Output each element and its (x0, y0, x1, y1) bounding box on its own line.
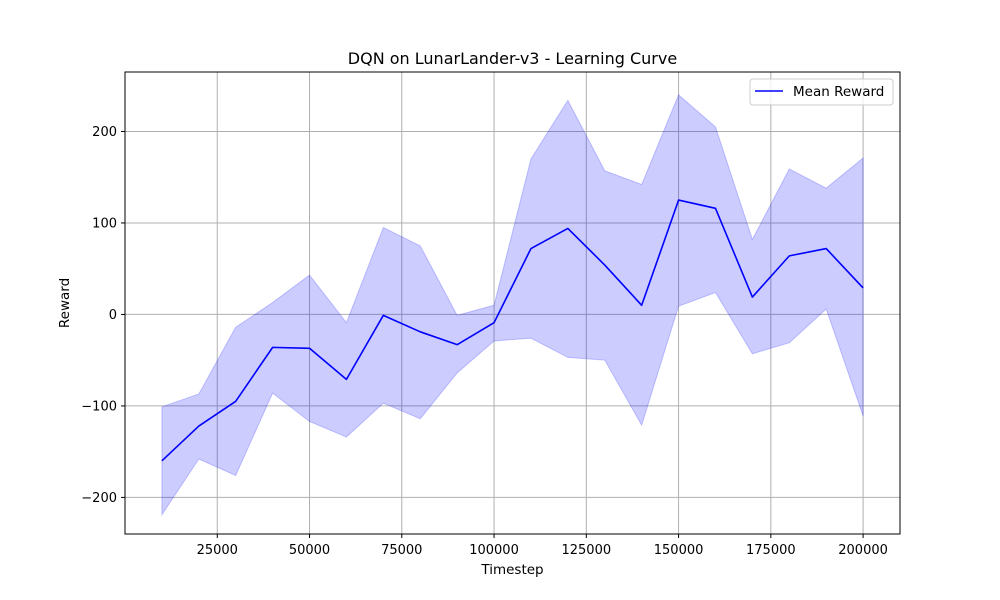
x-tick-label: 100000 (469, 543, 519, 558)
x-tick-label: 25000 (197, 543, 238, 558)
x-axis-ticks: 25000 50000 75000 100000 125000 150000 175000 2… (197, 534, 888, 558)
y-tick-label: 0 (109, 308, 117, 323)
series-line-layer (161, 199, 864, 462)
y-axis-label: Reward (57, 278, 73, 328)
chart-title: DQN on LunarLander-v3 - Learning Curve (348, 49, 677, 68)
grid (125, 72, 900, 534)
x-tick-label: 50000 (289, 543, 330, 558)
series-line-mean-reward (161, 199, 864, 462)
y-tick-label: −100 (81, 399, 117, 414)
plot-frame (124, 71, 901, 535)
x-tick-label: 200000 (838, 543, 888, 558)
x-tick-label: 150000 (654, 543, 704, 558)
y-tick-label: −200 (81, 491, 117, 506)
x-tick-label: 75000 (381, 543, 422, 558)
x-tick-label: 175000 (746, 543, 796, 558)
x-tick-label: 125000 (561, 543, 611, 558)
legend: Mean Reward (749, 78, 894, 106)
legend-box (749, 78, 894, 106)
std-band-area (161, 94, 864, 517)
x-axis-label: Timestep (480, 562, 543, 578)
y-axis-ticks: −200 −100 0 100 200 (81, 125, 125, 506)
std-band-layer (161, 94, 864, 517)
legend-label-mean-reward: Mean Reward (793, 84, 884, 100)
y-tick-label: 200 (92, 125, 117, 140)
y-tick-label: 100 (92, 216, 117, 231)
